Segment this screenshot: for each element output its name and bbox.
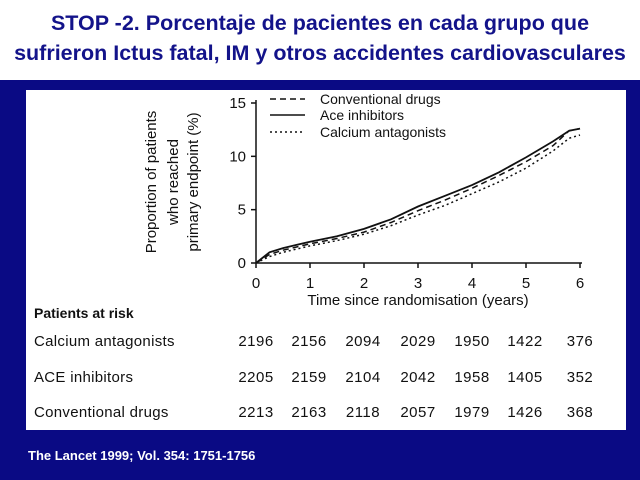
- y-axis-label-line: primary endpoint (%): [185, 112, 202, 251]
- risk-table-header: Patients at risk: [34, 305, 134, 321]
- series-line-2: [255, 134, 581, 264]
- slide-title-line-1: STOP -2. Porcentaje de pacientes en cada…: [50, 11, 590, 35]
- risk-cell: 2094: [345, 333, 381, 350]
- risk-row-label: Conventional drugs: [34, 404, 169, 421]
- risk-cell: 2205: [238, 369, 274, 386]
- risk-cell: 2042: [400, 369, 436, 386]
- title-box: STOP -2. Porcentaje de pacientes en cada…: [0, 0, 640, 80]
- x-tick-label: 1: [306, 275, 314, 292]
- risk-cell: 2156: [291, 333, 327, 350]
- risk-cell: 1405: [507, 369, 543, 386]
- risk-cell: 352: [566, 369, 594, 386]
- slide-title-line-2: sufrieron Ictus fatal, IM y otros accide…: [14, 41, 626, 65]
- risk-cell: 1979: [454, 404, 490, 421]
- x-axis-label: Time since randomisation (years): [307, 292, 528, 309]
- chart-panel: [26, 90, 626, 430]
- y-axis-label-line: Proportion of patients: [143, 111, 160, 254]
- risk-cell: 2213: [238, 404, 274, 421]
- y-tick-label: 5: [238, 202, 246, 219]
- y-tick-label: 10: [229, 148, 246, 165]
- risk-row-label: Calcium antagonists: [34, 333, 175, 350]
- risk-cell: 2104: [345, 369, 381, 386]
- risk-row-label: ACE inhibitors: [34, 369, 134, 386]
- x-tick-label: 0: [252, 275, 260, 292]
- risk-cell: 2118: [345, 404, 381, 421]
- legend-label: Calcium antagonists: [320, 124, 446, 140]
- y-axis-label-line: who reached: [165, 139, 182, 226]
- legend-label: Conventional drugs: [320, 91, 441, 107]
- y-tick-label: 0: [238, 255, 246, 272]
- y-tick-label: 15: [229, 95, 246, 112]
- risk-cell: 2057: [400, 404, 436, 421]
- risk-cell: 1426: [507, 404, 543, 421]
- risk-cell: 1958: [454, 369, 490, 386]
- series-line-0: [255, 127, 581, 264]
- series-line-1: [255, 127, 581, 264]
- risk-cell: 2159: [291, 369, 327, 386]
- risk-cell: 1422: [507, 333, 543, 350]
- x-tick-label: 4: [468, 275, 476, 292]
- risk-cell: 2163: [291, 404, 327, 421]
- risk-cell: 2029: [400, 333, 436, 350]
- risk-cell: 1950: [454, 333, 490, 350]
- legend-label: Ace inhibitors: [320, 107, 404, 123]
- x-tick-label: 3: [414, 275, 422, 292]
- risk-cell: 368: [566, 404, 594, 421]
- citation: The Lancet 1999; Vol. 354: 1751-1756: [28, 448, 256, 463]
- x-tick-label: 6: [576, 275, 584, 292]
- risk-cell: 376: [566, 333, 594, 350]
- risk-cell: 2196: [238, 333, 274, 350]
- x-tick-label: 2: [360, 275, 368, 292]
- x-tick-label: 5: [522, 275, 530, 292]
